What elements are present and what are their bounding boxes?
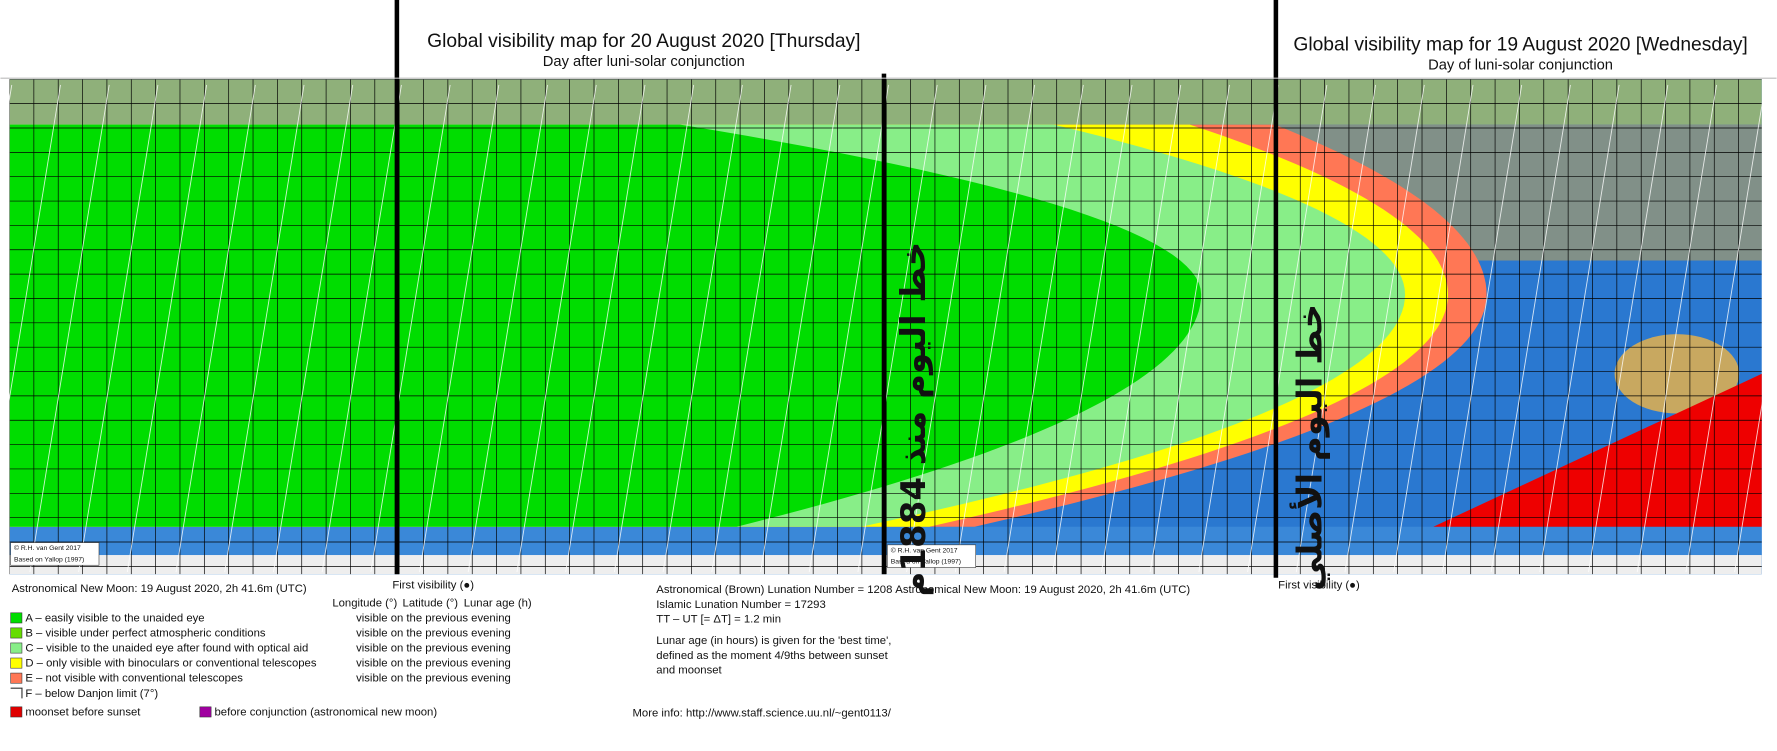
- age-contour: [516, 84, 597, 573]
- map-title: Global visibility map for 19 August 2020…: [1293, 34, 1747, 55]
- age-contour: [1052, 84, 1133, 573]
- age-contour: [78, 84, 159, 573]
- age-contour: [1636, 84, 1717, 573]
- credit: Based on Yallop (1997): [14, 556, 84, 563]
- age-contour: [711, 84, 792, 573]
- age-contour: [1393, 84, 1474, 573]
- age-contour: [565, 84, 646, 573]
- info-line: defined as the moment 4/9ths between sun…: [656, 650, 888, 662]
- legend-note: visible on the previous evening: [356, 628, 511, 640]
- age-contour: [857, 84, 938, 573]
- legend-label: E – not visible with conventional telesc…: [25, 673, 243, 685]
- legend-note: visible on the previous evening: [356, 658, 511, 670]
- info-line: TT – UT [= ΔT] = 1.2 min: [656, 614, 781, 626]
- legend-swatch: [10, 657, 23, 669]
- new-moon: Astronomical New Moon: 19 August 2020, 2…: [12, 583, 307, 595]
- age-contour: [1441, 84, 1523, 573]
- age-contour: [1539, 84, 1620, 573]
- date-line-annotation: خط اليوم منذ 1884م: [894, 242, 934, 597]
- map-subtitle: Day after luni-solar conjunction: [543, 54, 745, 70]
- column-header: Longitude (°): [332, 598, 397, 610]
- age-contour: [224, 84, 305, 573]
- legend-swatch: [10, 706, 23, 718]
- legend-swatch: [10, 672, 23, 684]
- age-contour: [126, 84, 208, 573]
- info-line: Islamic Lunation Number = 17293: [656, 599, 825, 611]
- age-contour: [9, 84, 61, 401]
- legend-label: A – easily visible to the unaided eye: [25, 612, 204, 624]
- legend-label: C – visible to the unaided eye after fou…: [25, 643, 308, 655]
- info-line: and moonset: [656, 665, 722, 677]
- info: Astronomical (Brown) Lunation Number = 1…: [633, 584, 893, 719]
- map: [9, 79, 1762, 575]
- age-contour: [1734, 402, 1762, 573]
- info-line: Astronomical (Brown) Lunation Number = 1…: [656, 584, 892, 596]
- legend-swatch: [10, 612, 23, 624]
- age-contour: [613, 84, 695, 573]
- age-contour: [1685, 103, 1762, 573]
- column-header: Latitude (°): [403, 598, 459, 610]
- age-contour: [1198, 84, 1279, 573]
- credit: © R.H. van Gent 2017: [14, 544, 81, 552]
- age-contour: [175, 84, 256, 573]
- age-contour: [370, 84, 451, 573]
- legend-swatch: [10, 627, 23, 639]
- age-contour: [906, 84, 987, 573]
- date-line-annotation: خط اليوم الأصلي: [1289, 304, 1331, 591]
- age-contour: [1295, 84, 1377, 573]
- age-contour: [1344, 84, 1425, 573]
- legend-swatch: [10, 642, 23, 654]
- age-contour: [467, 84, 548, 573]
- map-title: Global visibility map for 20 August 2020…: [427, 31, 860, 52]
- info-line: Lunar age (in hours) is given for the 'b…: [656, 635, 891, 647]
- first-visibility: First visibility (●): [392, 580, 474, 592]
- credit-box: [887, 544, 977, 568]
- legend-note: visible on the previous evening: [356, 612, 511, 624]
- age-contour: [272, 84, 354, 573]
- legend: A – easily visible to the unaided eye vis…: [10, 612, 511, 718]
- age-contour: [29, 84, 110, 573]
- legend-label: before conjunction (astronomical new moo…: [215, 706, 438, 718]
- australia: [1614, 334, 1740, 414]
- moonset-before-sunset-zone: [1433, 373, 1762, 527]
- first-visibility: First visibility (●): [1278, 580, 1360, 592]
- legend-note: visible on the previous evening: [356, 673, 511, 685]
- credit: Based on Yallop (1997): [891, 559, 961, 566]
- age-contour: [1490, 84, 1571, 573]
- legend-label: F – below Danjon limit (7°): [25, 688, 158, 700]
- age-contour: [954, 84, 1036, 573]
- legend-swatch: [199, 706, 212, 718]
- age-contour: [321, 84, 402, 573]
- age-contour: [1101, 84, 1182, 573]
- legend-label: D – only visible with binoculars or conv…: [25, 658, 316, 670]
- credit: © R.H. van Gent 2017: [891, 546, 958, 554]
- map-subtitle: Day of luni-solar conjunction: [1428, 58, 1613, 74]
- legend-swatch: [10, 687, 23, 699]
- new-moon: Astronomical New Moon: 19 August 2020, 2…: [895, 584, 1190, 596]
- more-info: More info: http://www.staff.science.uu.n…: [633, 708, 892, 720]
- age-contour: [1149, 84, 1230, 573]
- column-header: Lunar age (h): [464, 598, 532, 610]
- age-contour: [808, 84, 889, 573]
- age-contour: [662, 84, 743, 573]
- legend-label: moonset before sunset: [25, 706, 141, 718]
- age-contour: [1588, 84, 1669, 573]
- age-contour: [1003, 84, 1084, 573]
- legend-note: visible on the previous evening: [356, 643, 511, 655]
- age-contour: [1247, 84, 1328, 573]
- credit-box: [10, 542, 100, 566]
- legend-label: B – visible under perfect atmospheric co…: [25, 628, 266, 640]
- age-contour: [419, 84, 500, 573]
- age-contour: [760, 84, 841, 573]
